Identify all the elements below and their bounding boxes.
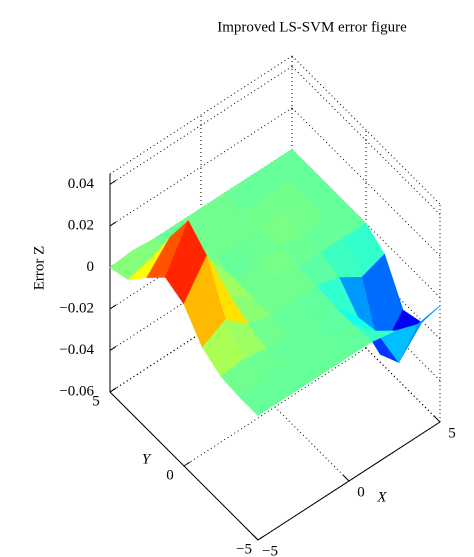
z-tick <box>109 179 117 185</box>
z-tick-label: 0.02 <box>68 217 94 233</box>
surface-patch <box>238 381 282 416</box>
y-tick <box>257 535 265 541</box>
z-tick-label: 0 <box>87 259 95 275</box>
x-tick-label: −5 <box>262 543 278 557</box>
z-tick <box>109 221 117 227</box>
z-tick-label: −0.06 <box>59 383 94 399</box>
grid-line <box>183 347 367 467</box>
z-tick <box>109 304 117 310</box>
grid-line <box>109 107 293 227</box>
y-tick <box>183 461 191 467</box>
x-tick-label: 5 <box>448 425 456 441</box>
y-axis-label: Y <box>142 451 152 467</box>
x-axis-label: X <box>376 489 387 505</box>
z-tick-label: −0.02 <box>59 300 94 316</box>
grid-line <box>291 107 441 257</box>
z-tick-label: −0.04 <box>59 342 94 358</box>
z-tick-label: 0.04 <box>68 176 95 192</box>
x-tick <box>433 415 441 423</box>
x-tick <box>342 474 350 482</box>
grid-line <box>291 66 441 215</box>
x-tick-label: 0 <box>357 484 365 500</box>
y-tick <box>109 387 117 393</box>
chart-title: Improved LS-SVM error figure <box>217 19 407 35</box>
box-edge <box>291 55 441 205</box>
y-tick-label: 0 <box>166 467 174 483</box>
y-tick-label: −5 <box>236 541 252 557</box>
y-tick-label: 5 <box>92 393 100 409</box>
x-tick <box>251 533 259 541</box>
grid-line <box>109 65 293 185</box>
box-edge <box>109 55 293 175</box>
z-axis-label: Error Z <box>31 246 47 291</box>
z-tick <box>109 346 117 351</box>
